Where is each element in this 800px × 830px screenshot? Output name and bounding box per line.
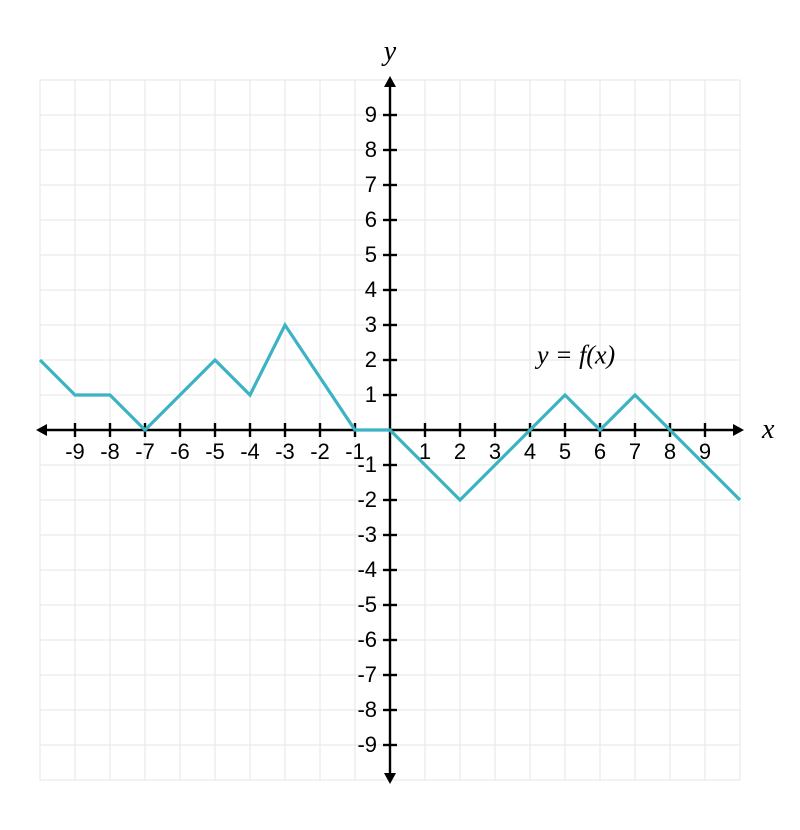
svg-text:3: 3 — [365, 312, 377, 337]
svg-text:-4: -4 — [240, 439, 260, 464]
svg-text:-2: -2 — [310, 439, 330, 464]
svg-text:9: 9 — [365, 102, 377, 127]
svg-text:4: 4 — [365, 277, 377, 302]
svg-text:-3: -3 — [357, 522, 377, 547]
svg-text:1: 1 — [365, 382, 377, 407]
line-chart: -9-8-7-6-5-4-3-2-1123456789-9-8-7-6-5-4-… — [10, 10, 790, 820]
svg-text:-8: -8 — [357, 697, 377, 722]
svg-text:2: 2 — [365, 347, 377, 372]
chart-container: -9-8-7-6-5-4-3-2-1123456789-9-8-7-6-5-4-… — [0, 0, 800, 830]
x-axis-label: x — [761, 414, 775, 445]
svg-text:8: 8 — [365, 137, 377, 162]
svg-text:-6: -6 — [357, 627, 377, 652]
svg-text:5: 5 — [365, 242, 377, 267]
svg-text:7: 7 — [365, 172, 377, 197]
svg-text:5: 5 — [559, 439, 571, 464]
svg-text:-6: -6 — [170, 439, 190, 464]
svg-text:-9: -9 — [65, 439, 85, 464]
svg-text:-3: -3 — [275, 439, 295, 464]
svg-text:8: 8 — [664, 439, 676, 464]
svg-text:-8: -8 — [100, 439, 120, 464]
y-axis-label: y — [381, 36, 397, 67]
svg-text:2: 2 — [454, 439, 466, 464]
svg-text:-9: -9 — [357, 732, 377, 757]
svg-text:4: 4 — [524, 439, 536, 464]
svg-text:-7: -7 — [357, 662, 377, 687]
svg-text:6: 6 — [594, 439, 606, 464]
svg-text:-2: -2 — [357, 487, 377, 512]
svg-text:-1: -1 — [357, 452, 377, 477]
svg-text:6: 6 — [365, 207, 377, 232]
function-label: y = f(x) — [534, 341, 615, 370]
chart-frame: -9-8-7-6-5-4-3-2-1123456789-9-8-7-6-5-4-… — [10, 10, 790, 820]
svg-text:7: 7 — [629, 439, 641, 464]
svg-text:-7: -7 — [135, 439, 155, 464]
svg-text:-4: -4 — [357, 557, 377, 582]
svg-text:-5: -5 — [357, 592, 377, 617]
svg-text:-5: -5 — [205, 439, 225, 464]
